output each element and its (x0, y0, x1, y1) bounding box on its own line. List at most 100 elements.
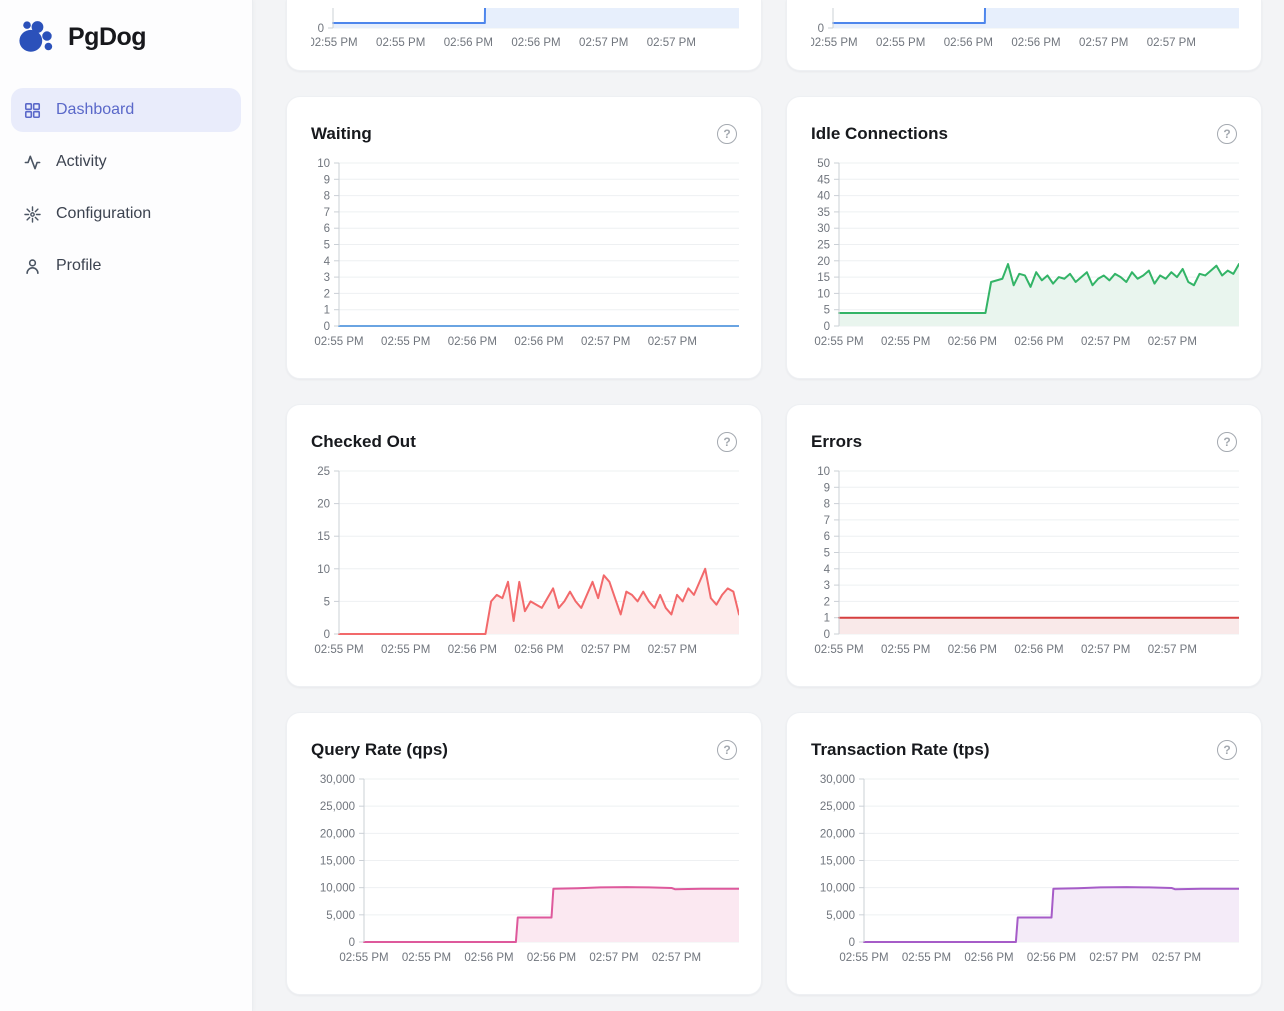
chart-card-query-rate: Query Rate (qps) ? 30,000 25,000 20,000 15,… (286, 712, 762, 995)
svg-text:10,000: 10,000 (320, 883, 355, 895)
svg-text:20,000: 20,000 (320, 828, 355, 840)
svg-text:0: 0 (849, 937, 855, 949)
svg-text:02:56 PM: 02:56 PM (511, 37, 560, 49)
svg-text:02:55 PM: 02:55 PM (814, 644, 863, 656)
svg-text:02:55 PM: 02:55 PM (314, 644, 363, 656)
chart-title: Query Rate (qps) (311, 740, 448, 759)
svg-text:02:56 PM: 02:56 PM (448, 644, 497, 656)
activity-icon (23, 153, 42, 172)
svg-text:02:56 PM: 02:56 PM (527, 952, 576, 964)
chart-card-transaction-rate: Transaction Rate (tps) ? 30,000 25,000 20,… (786, 712, 1262, 995)
svg-text:02:57 PM: 02:57 PM (1148, 644, 1197, 656)
svg-text:5: 5 (324, 596, 330, 608)
svg-text:10: 10 (817, 466, 830, 478)
svg-text:3: 3 (324, 272, 330, 284)
svg-text:02:55 PM: 02:55 PM (311, 37, 358, 49)
svg-text:15: 15 (317, 531, 330, 543)
svg-text:0: 0 (318, 23, 324, 35)
sidebar: PgDog Dashboard (0, 0, 253, 1011)
svg-text:8: 8 (324, 191, 330, 203)
svg-text:02:57 PM: 02:57 PM (1081, 336, 1130, 348)
svg-text:40: 40 (817, 191, 830, 203)
sidebar-item-activity[interactable]: Activity (11, 140, 241, 184)
svg-text:02:57 PM: 02:57 PM (647, 37, 696, 49)
svg-text:02:55 PM: 02:55 PM (839, 952, 888, 964)
svg-text:02:55 PM: 02:55 PM (876, 37, 925, 49)
svg-text:3: 3 (824, 580, 830, 592)
sidebar-item-profile[interactable]: Profile (11, 244, 241, 288)
chart-card-errors: Errors ? 10 9 8 7 6 5 4 3 2 1 0 02:55 PM 02:55 PM 02:… (786, 404, 1262, 687)
svg-text:02:56 PM: 02:56 PM (1014, 644, 1063, 656)
help-icon[interactable]: ? (717, 740, 737, 760)
svg-text:02:57 PM: 02:57 PM (652, 952, 701, 964)
svg-text:15: 15 (817, 272, 830, 284)
chart-card-checked-out: Checked Out ? 25 20 15 10 5 0 02:55 PM 02:55 PM… (286, 404, 762, 687)
svg-text:02:55 PM: 02:55 PM (902, 952, 951, 964)
burst-icon (23, 205, 42, 224)
svg-text:6: 6 (824, 531, 830, 543)
help-icon[interactable]: ? (717, 124, 737, 144)
svg-text:02:55 PM: 02:55 PM (811, 37, 858, 49)
svg-text:5: 5 (824, 548, 830, 560)
svg-text:4: 4 (824, 564, 831, 576)
chart-grid: 0 02:55 PM 02:55 PM 02:56 PM 02:56 PM 02:57 P… (286, 0, 1262, 995)
svg-text:30,000: 30,000 (820, 774, 855, 786)
help-icon[interactable]: ? (1217, 124, 1237, 144)
svg-text:02:57 PM: 02:57 PM (581, 336, 630, 348)
svg-text:02:57 PM: 02:57 PM (648, 336, 697, 348)
chart-title: Idle Connections (811, 124, 948, 143)
help-icon[interactable]: ? (717, 432, 737, 452)
svg-text:02:57 PM: 02:57 PM (1089, 952, 1138, 964)
svg-text:1: 1 (824, 613, 830, 625)
chart-card-top-right-partial: 0 02:55 PM 02:55 PM 02:56 PM 02:56 PM 02:57 P… (786, 0, 1262, 71)
svg-text:02:57 PM: 02:57 PM (1081, 644, 1130, 656)
chart-title: Transaction Rate (tps) (811, 740, 990, 759)
svg-text:25,000: 25,000 (820, 801, 855, 813)
svg-text:20: 20 (317, 499, 330, 511)
user-icon (23, 257, 42, 276)
svg-text:0: 0 (824, 629, 830, 641)
help-icon[interactable]: ? (1217, 740, 1237, 760)
svg-text:02:57 PM: 02:57 PM (1152, 952, 1201, 964)
sidebar-item-label: Configuration (56, 205, 152, 222)
svg-text:10: 10 (317, 158, 330, 170)
svg-text:02:55 PM: 02:55 PM (376, 37, 425, 49)
chart-card-waiting: Waiting ? 10 9 8 7 6 5 4 3 2 1 0 02:55 PM 02:55 PM 02… (286, 96, 762, 379)
svg-text:02:56 PM: 02:56 PM (1027, 952, 1076, 964)
svg-text:8: 8 (824, 499, 830, 511)
chart-card-idle-connections: Idle Connections ? 50 45 40 35 30 25 20 15 10 5 0 0… (786, 96, 1262, 379)
svg-text:0: 0 (818, 23, 824, 35)
svg-text:02:56 PM: 02:56 PM (948, 644, 997, 656)
chart-card-top-left-partial: 0 02:55 PM 02:55 PM 02:56 PM 02:56 PM 02:57 P… (286, 0, 762, 71)
chart-query-rate: 30,000 25,000 20,000 15,000 10,000 5,000 0 02:5… (320, 774, 739, 964)
svg-text:30,000: 30,000 (320, 774, 355, 786)
sidebar-item-dashboard[interactable]: Dashboard (11, 88, 241, 132)
app-title: PgDog (68, 22, 147, 51)
svg-text:10,000: 10,000 (820, 883, 855, 895)
sidebar-item-label: Activity (56, 153, 107, 170)
svg-text:2: 2 (824, 596, 830, 608)
svg-text:15,000: 15,000 (820, 856, 855, 868)
dashboard-content: 0 02:55 PM 02:55 PM 02:56 PM 02:56 PM 02:57 P… (253, 0, 1284, 1011)
chart-title: Checked Out (311, 432, 416, 451)
svg-text:6: 6 (324, 223, 330, 235)
help-icon[interactable]: ? (1217, 432, 1237, 452)
svg-text:02:56 PM: 02:56 PM (444, 37, 493, 49)
svg-text:4: 4 (324, 256, 331, 268)
chart-top-right: 0 02:55 PM 02:55 PM 02:56 PM 02:56 PM 02:57 P… (811, 8, 1239, 49)
svg-text:50: 50 (817, 158, 830, 170)
svg-text:5,000: 5,000 (826, 910, 855, 922)
logo: PgDog (11, 16, 241, 56)
sidebar-item-configuration[interactable]: Configuration (11, 192, 241, 236)
svg-text:02:55 PM: 02:55 PM (881, 644, 930, 656)
grid-icon (23, 101, 42, 120)
svg-text:02:57 PM: 02:57 PM (579, 37, 628, 49)
svg-text:0: 0 (349, 937, 355, 949)
svg-text:02:56 PM: 02:56 PM (1014, 336, 1063, 348)
svg-text:20: 20 (817, 256, 830, 268)
svg-text:20,000: 20,000 (820, 828, 855, 840)
